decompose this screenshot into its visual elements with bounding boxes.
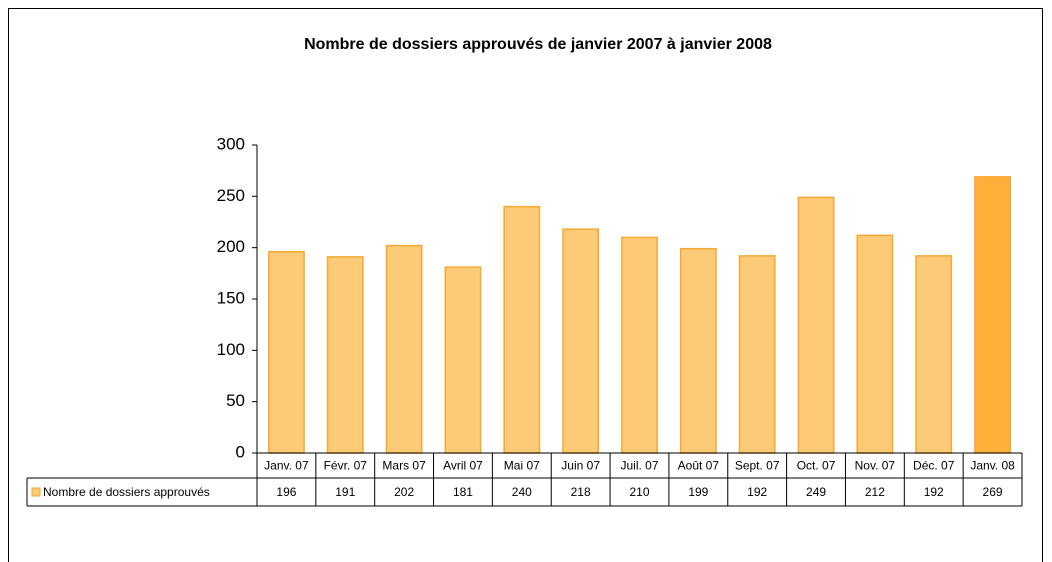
legend-swatch: [31, 487, 41, 497]
x-tick-label: Sept. 07: [735, 459, 780, 473]
table-value: 249: [806, 485, 826, 499]
table-value: 212: [865, 485, 885, 499]
x-tick-label: Mai 07: [504, 459, 540, 473]
table-value: 240: [512, 485, 532, 499]
table-value: 181: [453, 485, 473, 499]
x-tick-label: Mars 07: [382, 459, 426, 473]
bar: [621, 236, 658, 454]
table-value: 191: [335, 485, 355, 499]
table-value: 269: [983, 485, 1003, 499]
bar: [326, 256, 364, 454]
x-tick-label: Déc. 07: [913, 459, 955, 473]
chart-title: Nombre de dossiers approuvés de janvier …: [304, 36, 772, 53]
y-tick-label: 100: [217, 340, 245, 359]
x-tick-label: Janv. 08: [970, 459, 1015, 473]
y-tick-label: 50: [226, 391, 245, 410]
bar: [268, 251, 305, 454]
legend-label: Nombre de dossiers approuvés: [43, 485, 210, 499]
bar: [974, 176, 1011, 454]
table-value: 202: [394, 485, 414, 499]
y-tick-label: 300: [217, 134, 245, 153]
bar: [385, 244, 423, 454]
x-tick-label: Juin 07: [561, 459, 600, 473]
x-tick-label: Oct. 07: [797, 459, 836, 473]
table-value: 192: [924, 485, 944, 499]
y-tick-label: 250: [217, 186, 245, 205]
bar: [562, 228, 600, 454]
y-tick-label: 0: [236, 442, 245, 461]
x-tick-label: Nov. 07: [855, 459, 896, 473]
table-value: 196: [276, 485, 296, 499]
bar: [797, 196, 835, 454]
y-tick-label: 150: [217, 288, 245, 307]
bar: [444, 266, 482, 454]
bar: [915, 255, 953, 454]
x-tick-label: Juil. 07: [620, 459, 658, 473]
x-tick-label: Avril 07: [443, 459, 483, 473]
x-tick-label: Févr. 07: [324, 459, 368, 473]
bar: [856, 234, 894, 454]
y-tick-label: 200: [217, 237, 245, 256]
table-value: 199: [688, 485, 708, 499]
table-value: 210: [629, 485, 649, 499]
table-value: 218: [571, 485, 591, 499]
bar: [679, 247, 717, 454]
bar: [503, 205, 541, 454]
x-tick-label: Janv. 07: [264, 459, 309, 473]
bar: [738, 255, 776, 454]
table-value: 192: [747, 485, 767, 499]
x-tick-label: Août 07: [678, 459, 720, 473]
